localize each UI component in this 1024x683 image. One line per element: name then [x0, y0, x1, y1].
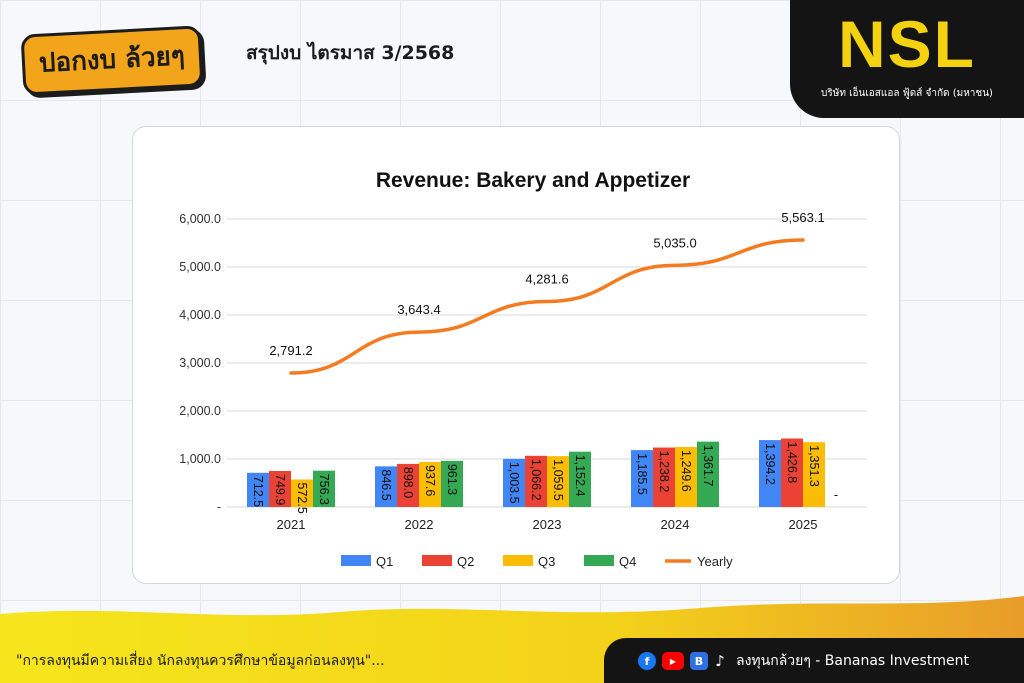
legend-label: Q4	[619, 554, 636, 569]
bar-q4	[569, 451, 591, 507]
bar-q3	[675, 447, 697, 507]
legend-swatch-q3	[503, 555, 533, 566]
footer-brand-name: ลงทุนกล้วยๆ - Bananas Investment	[736, 653, 969, 669]
legend-swatch-q2	[422, 555, 452, 566]
bar-q4	[313, 470, 335, 507]
bar-q1	[759, 440, 781, 507]
bar-q1	[375, 466, 397, 507]
yearly-data-label: 3,643.4	[397, 302, 440, 317]
bar-data-label: 1,003.5	[507, 462, 521, 504]
bar-data-label: 712.5	[251, 476, 265, 507]
x-tick-label: 2022	[405, 517, 434, 532]
bar-q4	[441, 460, 463, 507]
y-tick-label: 3,000.0	[179, 356, 221, 370]
bar-data-label: -	[834, 488, 838, 502]
chart-card: Revenue: Bakery and Appetizer - 1,000.0 2,0…	[132, 126, 900, 584]
bar-q1	[631, 450, 653, 507]
bar-data-label: 846.5	[379, 469, 393, 500]
blockdit-icon[interactable]: B	[690, 652, 708, 670]
yearly-data-label: 4,281.6	[525, 271, 568, 286]
x-tick-label: 2024	[661, 517, 690, 532]
page-title: สรุปงบ ไตรมาส 3/2568	[246, 42, 455, 64]
tiktok-icon[interactable]: ♪	[715, 652, 725, 670]
legend-label: Q3	[538, 554, 555, 569]
yearly-data-label: 5,035.0	[653, 235, 696, 250]
bar-data-label: 1,351.3	[807, 445, 821, 487]
company-name: บริษัท เอ็นเอสแอล ฟู้ดส์ จำกัด (มหาชน)	[821, 88, 993, 99]
bar-q2	[781, 438, 803, 507]
footer-brand-panel: f ▶ B ♪ ลงทุนกล้วยๆ - Bananas Investment	[604, 638, 1024, 683]
y-tick-label: 4,000.0	[179, 308, 221, 322]
bar-data-label: 1,152.4	[573, 455, 587, 497]
bar-data-label: 1,066.2	[529, 459, 543, 501]
y-tick-label: 2,000.0	[179, 404, 221, 418]
legend-label: Q1	[376, 554, 393, 569]
bar-q1	[503, 458, 525, 507]
yearly-data-label: 2,791.2	[269, 343, 312, 358]
yearly-data-label: 5,563.1	[781, 210, 824, 225]
x-tick-label: 2023	[533, 517, 562, 532]
bar-data-label: 1,185.5	[635, 453, 649, 495]
bar-data-label: 898.0	[401, 467, 415, 498]
legend-label: Yearly	[697, 554, 733, 569]
x-tick-label: 2025	[789, 517, 818, 532]
bar-data-label: 1,059.5	[551, 459, 565, 501]
legend-swatch-q4	[584, 555, 614, 566]
bar-data-label: 1,394.2	[763, 443, 777, 485]
bar-q3	[547, 456, 569, 507]
bar-q2	[653, 447, 675, 507]
chart-title: Revenue: Bakery and Appetizer	[376, 169, 690, 192]
bar-q3	[291, 479, 313, 507]
x-tick-label: 2021	[277, 517, 306, 532]
bar-q1	[247, 472, 269, 507]
bar-data-label: 1,361.7	[701, 445, 715, 487]
legend-label: Q2	[457, 554, 474, 569]
bar-q2	[525, 455, 547, 507]
bar-data-label: 961.3	[445, 464, 459, 495]
investment-disclaimer: "การลงทุนมีความเสี่ยง นักลงทุนควรศึกษาข้…	[16, 653, 385, 669]
bar-data-label: 756.3	[317, 474, 331, 505]
y-tick-label: -	[217, 500, 221, 514]
yearly-line	[289, 238, 805, 375]
bar-data-label: 1,238.2	[657, 451, 671, 493]
bar-data-label: 572.5	[295, 483, 309, 514]
youtube-icon[interactable]: ▶	[662, 652, 684, 670]
bar-q3	[419, 461, 441, 507]
bar-q4	[697, 441, 719, 507]
bar-data-label: 1,249.6	[679, 450, 693, 492]
y-tick-label: 1,000.0	[179, 452, 221, 466]
y-tick-label: 5,000.0	[179, 260, 221, 274]
bar-data-label: 1,426.8	[785, 442, 799, 484]
bar-q2	[269, 471, 291, 507]
bar-data-label: 937.6	[423, 465, 437, 496]
brand-logo: ปอกงบ ล้วยๆ	[20, 25, 204, 96]
legend-swatch-q1	[341, 555, 371, 566]
bar-q2	[397, 463, 419, 507]
revenue-chart: Revenue: Bakery and Appetizer - 1,000.0 2,0…	[179, 169, 867, 569]
bar-q3	[803, 442, 825, 507]
company-logo-panel: NSL บริษัท เอ็นเอสแอล ฟู้ดส์ จำกัด (มหาช…	[790, 0, 1024, 118]
bar-data-label: 749.9	[273, 474, 287, 505]
facebook-icon[interactable]: f	[638, 652, 656, 670]
company-logo: NSL	[838, 7, 976, 81]
y-tick-label: 6,000.0	[179, 212, 221, 226]
